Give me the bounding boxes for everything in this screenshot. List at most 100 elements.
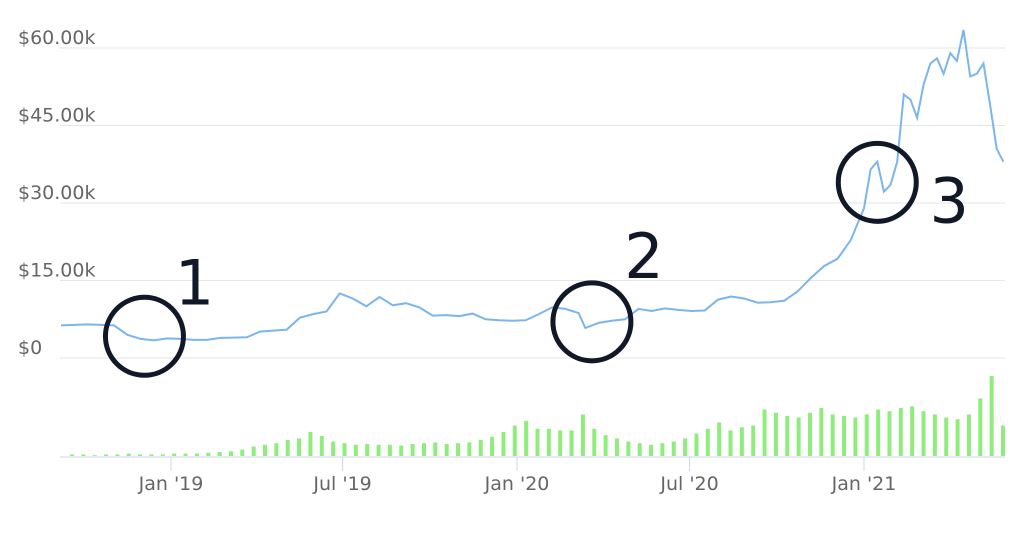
annotation-number: 3 <box>930 164 969 237</box>
y-tick-label: $15.00k <box>18 260 95 282</box>
volume-bar <box>172 453 177 456</box>
grid-lines <box>60 47 1005 359</box>
volume-bar <box>342 443 347 456</box>
volume-bar <box>444 444 449 456</box>
annotation-circle <box>835 140 919 224</box>
volume-bar <box>580 414 585 456</box>
y-tick-label: $30.00k <box>18 182 95 204</box>
x-tick-label: Jul '19 <box>312 473 371 495</box>
volume-bar <box>319 436 324 456</box>
volume-bar <box>138 454 143 456</box>
volume-bar <box>365 444 370 456</box>
volume-bar <box>217 452 222 456</box>
volume-bar <box>558 430 563 456</box>
volume-bar <box>399 445 404 456</box>
volume-bar <box>92 455 97 456</box>
volume-bar <box>467 442 472 456</box>
volume-bar <box>921 411 926 456</box>
volume-bar <box>126 453 131 456</box>
volume-bar <box>285 440 290 456</box>
volume-bar <box>546 428 551 456</box>
x-axis: Jan '19 Jul '19 Jan '20 Jul '20 Jan '21 <box>138 457 897 495</box>
volume-bar <box>387 444 392 456</box>
volume-bar <box>671 441 676 456</box>
volume-bar <box>70 454 74 456</box>
volume-bar <box>512 425 517 456</box>
y-tick-label: $45.00k <box>18 105 95 127</box>
volume-bar <box>149 454 154 456</box>
volume-bar <box>1001 425 1005 456</box>
volume-bar <box>240 449 245 456</box>
volume-bar <box>115 454 120 456</box>
volume-bar <box>104 454 109 456</box>
volume-bar <box>989 376 994 456</box>
volume-bar <box>966 414 971 456</box>
volume-bar <box>876 409 881 456</box>
volume-bar <box>694 433 699 456</box>
volume-bar <box>410 444 415 456</box>
volume-bar <box>308 432 313 456</box>
volume-bar <box>762 409 767 456</box>
x-tick-label: Jan '19 <box>138 473 204 495</box>
volume-bar <box>728 430 733 456</box>
volume-bar <box>944 417 949 456</box>
volume-bar <box>228 451 233 456</box>
volume-bar <box>524 420 529 456</box>
volume-bar <box>478 440 483 456</box>
volume-bar <box>206 452 211 456</box>
volume-bar <box>592 428 597 456</box>
volume-bar <box>433 442 438 456</box>
volume-bar <box>376 444 381 456</box>
volume-bar <box>501 432 506 456</box>
volume-bar <box>331 441 336 456</box>
annotation-circle <box>102 294 186 378</box>
annotations: 1 2 3 <box>102 140 969 378</box>
volume-bar <box>796 417 801 456</box>
volume-bar <box>421 443 426 456</box>
volume-bar <box>456 443 461 456</box>
volume-bar <box>194 453 199 456</box>
volume-bar <box>773 412 778 456</box>
volume-bar <box>751 425 756 456</box>
volume-bar <box>910 406 915 456</box>
volume-bar <box>717 422 722 456</box>
volume-bar <box>898 408 903 456</box>
volume-bar <box>183 453 188 456</box>
volume-bars <box>70 376 1005 456</box>
volume-bar <box>887 411 892 456</box>
volume-bar <box>274 443 279 456</box>
volume-bar <box>807 412 812 456</box>
volume-bar <box>785 416 790 456</box>
annotation-number: 1 <box>175 246 214 319</box>
price-line <box>60 29 1005 342</box>
volume-bar <box>739 427 744 456</box>
y-tick-label: $60.00k <box>18 27 95 49</box>
annotation-number: 2 <box>624 220 663 293</box>
volume-bar <box>978 398 983 456</box>
volume-bar <box>819 408 824 456</box>
volume-bar <box>263 444 268 456</box>
x-tick-label: Jan '21 <box>831 473 897 495</box>
y-tick-label: $0 <box>18 337 42 359</box>
volume-bar <box>637 443 642 456</box>
volume-bar <box>683 438 688 456</box>
volume-bar <box>660 443 665 456</box>
volume-bar <box>830 414 835 456</box>
y-axis: $0 $15.00k $30.00k $45.00k $60.00k <box>18 27 95 359</box>
volume-bar <box>535 428 540 456</box>
volume-bar <box>353 444 358 456</box>
volume-bar <box>842 416 847 456</box>
x-tick-label: Jan '20 <box>484 473 550 495</box>
volume-bar <box>649 444 654 456</box>
annotation-circle <box>550 280 634 364</box>
volume-bar <box>614 438 619 456</box>
volume-bar <box>297 438 302 456</box>
volume-bar <box>569 430 574 456</box>
volume-bar <box>626 441 631 456</box>
volume-bar <box>603 435 608 456</box>
volume-bar <box>932 414 937 456</box>
volume-bar <box>251 446 256 456</box>
volume-bar <box>955 419 960 456</box>
volume-bar <box>81 454 86 456</box>
volume-bar <box>705 428 710 456</box>
